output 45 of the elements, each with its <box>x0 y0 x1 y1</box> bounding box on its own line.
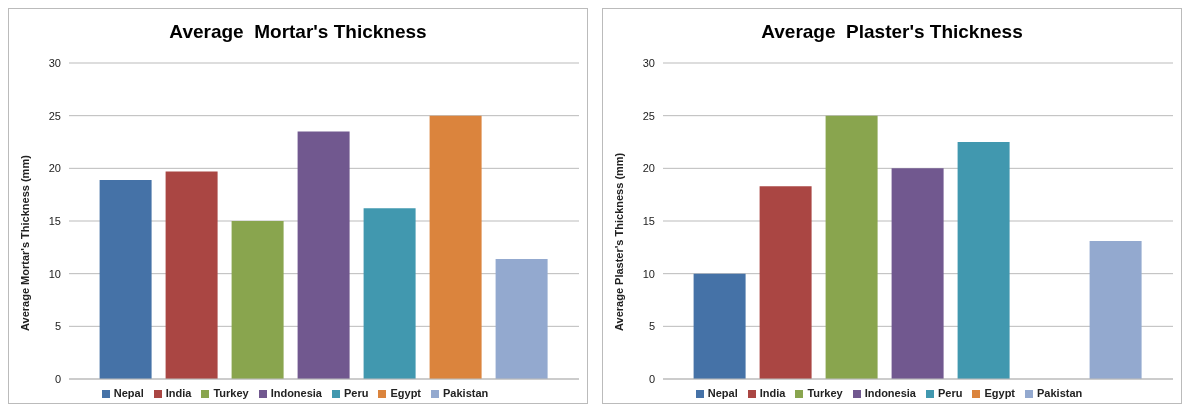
chart-title: Average Plaster's Thickness <box>760 20 1024 44</box>
y-tick-label: 25 <box>48 109 61 122</box>
y-tick-label: 30 <box>48 56 61 69</box>
bar <box>891 168 944 379</box>
y-tick-label: 15 <box>642 214 655 227</box>
legend-label: Pakistan <box>1037 387 1083 399</box>
legend-label: Indonesia <box>270 387 322 399</box>
legend-label: Egypt <box>390 387 422 399</box>
legend-label: Turkey <box>213 387 249 399</box>
y-tick-label: 25 <box>642 109 655 122</box>
bar <box>825 115 878 379</box>
legend-label: Nepal <box>707 387 738 399</box>
y-tick-label: 20 <box>48 162 61 175</box>
y-tick-label: 15 <box>48 214 61 227</box>
chart-title: Average Mortar's Thickness <box>168 20 428 44</box>
legend-label: Egypt <box>984 387 1016 399</box>
legend-label: Turkey <box>807 387 843 399</box>
legend-label: India <box>165 387 192 399</box>
bar <box>297 131 350 379</box>
y-tick-label: 5 <box>648 320 655 333</box>
bar <box>429 115 482 379</box>
bar <box>99 179 152 379</box>
y-tick-label: 20 <box>642 162 655 175</box>
y-axis-title: Average Plaster's Thickness (mm) <box>612 152 625 331</box>
bar <box>495 258 548 379</box>
legend-label: Nepal <box>113 387 144 399</box>
bar <box>957 142 1010 379</box>
bar <box>231 221 284 379</box>
bar <box>1089 241 1142 379</box>
y-tick-label: 10 <box>48 267 61 280</box>
bar <box>759 186 812 379</box>
legend-label: Pakistan <box>443 387 489 399</box>
y-tick-label: 30 <box>642 56 655 69</box>
legend-label: Peru <box>343 387 369 399</box>
bar <box>693 273 746 379</box>
y-tick-label: 10 <box>642 267 655 280</box>
y-tick-label: 5 <box>54 320 61 333</box>
legend-label: Peru <box>937 387 963 399</box>
legend-label: Indonesia <box>864 387 916 399</box>
y-tick-label: 0 <box>648 372 655 385</box>
y-tick-label: 0 <box>54 372 61 385</box>
y-axis-title: Average Mortar's Thickness (mm) <box>18 154 31 331</box>
bar <box>165 171 218 379</box>
bar <box>363 208 416 379</box>
legend-label: India <box>759 387 786 399</box>
